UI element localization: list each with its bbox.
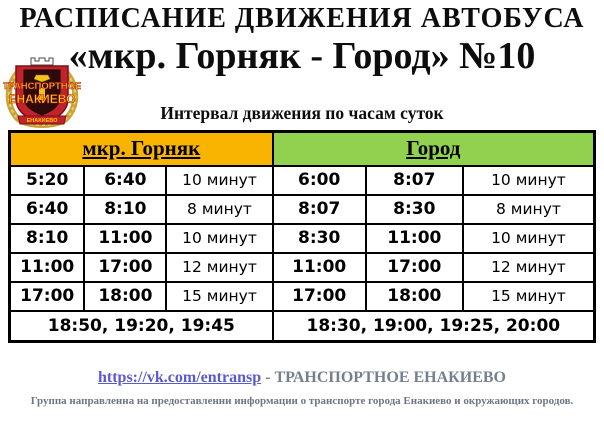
evening-times-left: 18:50, 19:20, 19:45: [8, 309, 274, 343]
table-row: 5:20 6:40 10 минут 6:00 8:07 10 минут: [8, 164, 596, 196]
time-cell: 8:07: [271, 193, 367, 225]
table-row: 8:10 11:00 10 минут 8:30 11:00 10 минут: [8, 222, 596, 254]
time-cell: 6:40: [8, 193, 86, 225]
route-subtitle: «мкр. Горняк - Город» №10: [68, 35, 536, 77]
interval-cell: 10 минут: [461, 164, 596, 196]
page-title: РАСПИСАНИЕ ДВИЖЕНИЯ АВТОБУСА: [19, 3, 585, 34]
ribbon-shape: [17, 115, 67, 125]
header-gorod: Город: [271, 130, 596, 167]
time-cell: 17:00: [8, 280, 86, 312]
crown-shape: [30, 57, 54, 66]
schedule-table: мкр. Горняк Город 5:20 6:40 10 минут 6:0…: [8, 130, 596, 343]
footer-separator: -: [261, 369, 275, 386]
time-cell: 5:20: [8, 164, 86, 196]
interval-section-title: Интервал движения по часам суток: [160, 103, 444, 123]
emblem-icon: ТРАНСПОРТНОЕ ЕНАКИЕВО ЕНАКИЕВО: [2, 57, 82, 128]
time-cell: 6:40: [83, 164, 168, 196]
table-row: 11:00 17:00 12 минут 11:00 17:00 12 мину…: [8, 251, 596, 283]
emblem-text-line2: ЕНАКИЕВО: [9, 92, 76, 106]
time-cell: 11:00: [8, 251, 86, 283]
interval-cell: 8 минут: [461, 193, 596, 225]
footer-link-line: https://vk.com/entransp - ТРАНСПОРТНОЕ Е…: [0, 369, 604, 387]
interval-cell: 10 минут: [461, 222, 596, 254]
footer-description: Группа направленна на предоставленни инф…: [30, 395, 574, 407]
time-cell: 6:00: [271, 164, 367, 196]
time-cell: 8:30: [271, 222, 367, 254]
time-cell: 11:00: [271, 251, 367, 283]
time-cell: 8:10: [83, 193, 168, 225]
time-cell: 8:07: [364, 164, 464, 196]
interval-cell: 12 минут: [165, 251, 274, 283]
interval-cell: 8 минут: [165, 193, 274, 225]
table-row: 6:40 8:10 8 минут 8:07 8:30 8 минут: [8, 193, 596, 225]
interval-cell: 10 минут: [165, 164, 274, 196]
time-cell: 8:10: [8, 222, 86, 254]
header-gornyak: мкр. Горняк: [8, 130, 274, 167]
time-cell: 11:00: [364, 222, 464, 254]
table-header-row: мкр. Горняк Город: [8, 130, 596, 167]
time-cell: 11:00: [83, 222, 168, 254]
transport-enakievo-logo: ТРАНСПОРТНОЕ ЕНАКИЕВО ЕНАКИЕВО: [2, 55, 82, 129]
interval-cell: 15 минут: [461, 280, 596, 312]
time-cell: 17:00: [271, 280, 367, 312]
evening-times-row: 18:50, 19:20, 19:45 18:30, 19:00, 19:25,…: [8, 309, 596, 343]
ribbon-text: ЕНАКИЕВО: [27, 118, 58, 124]
time-cell: 8:30: [364, 193, 464, 225]
interval-cell: 15 минут: [165, 280, 274, 312]
interval-cell: 10 минут: [165, 222, 274, 254]
time-cell: 17:00: [364, 251, 464, 283]
table-row: 17:00 18:00 15 минут 17:00 18:00 15 мину…: [8, 280, 596, 312]
footer-group-name: ТРАНСПОРТНОЕ ЕНАКИЕВО: [274, 369, 506, 386]
emblem-text-line1: ТРАНСПОРТНОЕ: [3, 81, 81, 92]
time-cell: 17:00: [83, 251, 168, 283]
evening-times-right: 18:30, 19:00, 19:25, 20:00: [271, 309, 596, 343]
time-cell: 18:00: [83, 280, 168, 312]
time-cell: 18:00: [364, 280, 464, 312]
interval-cell: 12 минут: [461, 251, 596, 283]
vk-group-link[interactable]: https://vk.com/entransp: [97, 369, 262, 386]
